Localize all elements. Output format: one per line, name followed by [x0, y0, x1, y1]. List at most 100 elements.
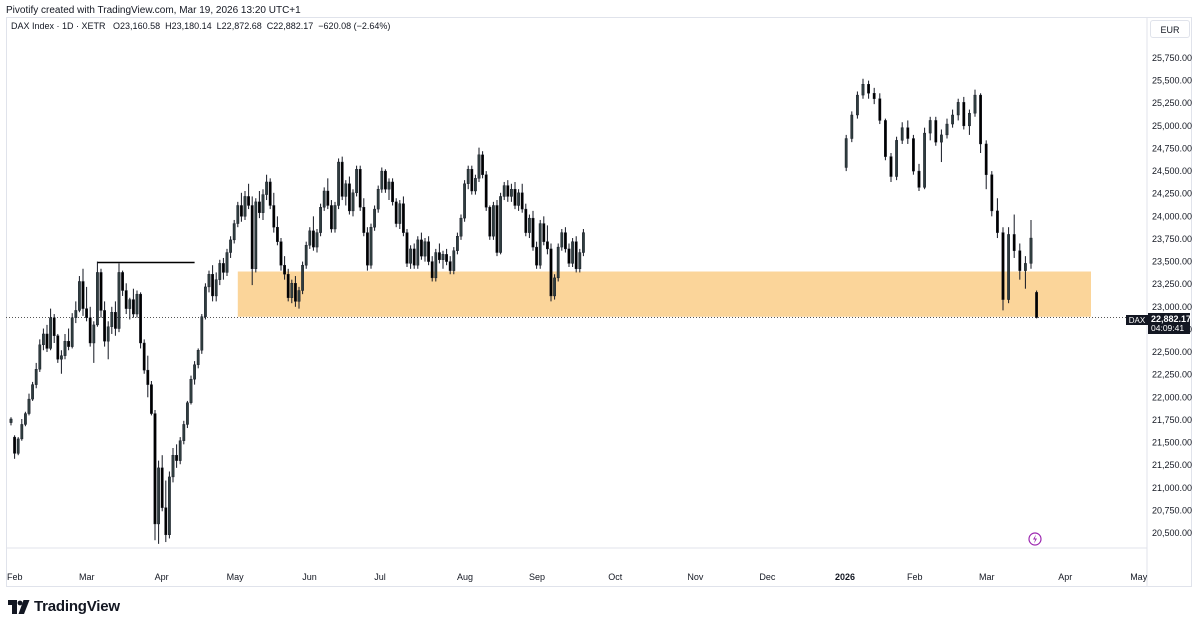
price-tick-label: 24,000.00	[1152, 211, 1192, 221]
candle	[900, 122, 904, 144]
candle	[279, 238, 283, 271]
candle	[38, 339, 42, 372]
candle	[861, 78, 865, 99]
candle	[872, 87, 876, 105]
candle	[477, 147, 481, 182]
candle	[13, 435, 16, 459]
candle	[398, 200, 402, 229]
candle	[67, 328, 71, 351]
candle	[412, 243, 416, 269]
close-value: C22,882.17	[266, 21, 314, 31]
candle	[1001, 227, 1005, 311]
candle	[355, 165, 358, 197]
candle	[962, 96, 966, 130]
price-tick-label: 20,500.00	[1152, 528, 1192, 538]
candle	[276, 216, 279, 246]
candle	[254, 198, 258, 273]
candle	[232, 219, 236, 244]
candle	[70, 313, 74, 349]
candle	[856, 91, 859, 119]
candle	[24, 411, 27, 427]
candle	[304, 241, 308, 269]
candle	[301, 261, 304, 295]
candle	[466, 165, 470, 190]
candle	[448, 256, 452, 275]
bar-countdown: 04:09:41	[1151, 323, 1184, 333]
candle	[571, 238, 575, 267]
candle	[387, 178, 391, 201]
candle	[531, 210, 535, 251]
price-tick-label: 22,250.00	[1152, 370, 1192, 380]
candle	[517, 189, 521, 211]
candle	[200, 314, 204, 354]
candle	[402, 196, 405, 237]
candle	[322, 187, 326, 211]
candle	[121, 270, 125, 296]
candle	[315, 229, 319, 253]
candle	[196, 348, 200, 369]
candle	[889, 153, 893, 182]
candle	[391, 178, 394, 206]
candle	[308, 227, 312, 249]
candle	[1007, 227, 1011, 304]
price-tick-label: 21,250.00	[1152, 460, 1192, 470]
time-tick-label: May	[227, 572, 245, 582]
candle	[52, 314, 56, 343]
candle	[934, 116, 938, 146]
candle	[373, 205, 376, 231]
candle	[60, 350, 63, 374]
candle	[376, 185, 380, 213]
candle	[106, 321, 110, 360]
candle	[135, 290, 139, 318]
price-axis[interactable]: 20,500.00 20,750.00 21,000.00 21,250.00 21,5…	[1152, 53, 1192, 538]
candle	[294, 276, 297, 307]
candle	[49, 308, 53, 351]
tradingview-logo[interactable]: TradingView	[8, 598, 120, 615]
candle	[34, 362, 38, 389]
candle	[369, 223, 373, 269]
candle	[20, 419, 24, 441]
price-tick-label: 25,750.00	[1152, 53, 1192, 63]
time-tick-label: Mar	[79, 572, 95, 582]
low-value: L22,872.68	[216, 21, 262, 31]
candle	[884, 118, 887, 161]
candle	[452, 247, 456, 275]
alert-icon[interactable]	[1028, 532, 1042, 546]
time-axis[interactable]: Feb Mar Apr May Jun Jul Aug Sep Oct Nov Dec 2026 Feb…	[7, 572, 1148, 582]
candle	[358, 165, 362, 211]
candle	[211, 265, 214, 302]
candle	[990, 171, 994, 217]
time-tick-label: Jul	[374, 572, 386, 582]
candle	[366, 227, 369, 271]
candle	[185, 400, 189, 429]
candle	[968, 109, 971, 135]
candle	[225, 248, 229, 277]
time-tick-label: Apr	[1058, 572, 1072, 582]
time-tick-label: Aug	[457, 572, 473, 582]
price-tick-label: 21,500.00	[1152, 438, 1192, 448]
chart-frame[interactable]	[6, 17, 1192, 587]
time-tick-label: Feb	[7, 572, 23, 582]
candle	[445, 248, 448, 266]
symbol-title[interactable]: DAX Index · 1D · XETR	[11, 21, 106, 31]
candle	[81, 268, 85, 316]
candle	[928, 116, 932, 141]
candle	[124, 283, 128, 315]
candle	[351, 189, 355, 217]
time-tick-label: May	[1130, 572, 1148, 582]
candle	[77, 276, 81, 313]
price-tick-label: 22,000.00	[1152, 392, 1192, 402]
candle	[484, 171, 488, 211]
currency-button[interactable]: EUR	[1150, 20, 1190, 38]
candle	[110, 306, 114, 334]
candle	[243, 191, 247, 220]
price-tick-label: 25,250.00	[1152, 98, 1192, 108]
candle	[520, 183, 524, 213]
candle	[502, 181, 506, 201]
candle	[63, 333, 67, 360]
candle	[979, 93, 983, 153]
candle	[510, 183, 513, 202]
candle	[956, 98, 960, 121]
price-tick-label: 23,000.00	[1152, 302, 1192, 312]
